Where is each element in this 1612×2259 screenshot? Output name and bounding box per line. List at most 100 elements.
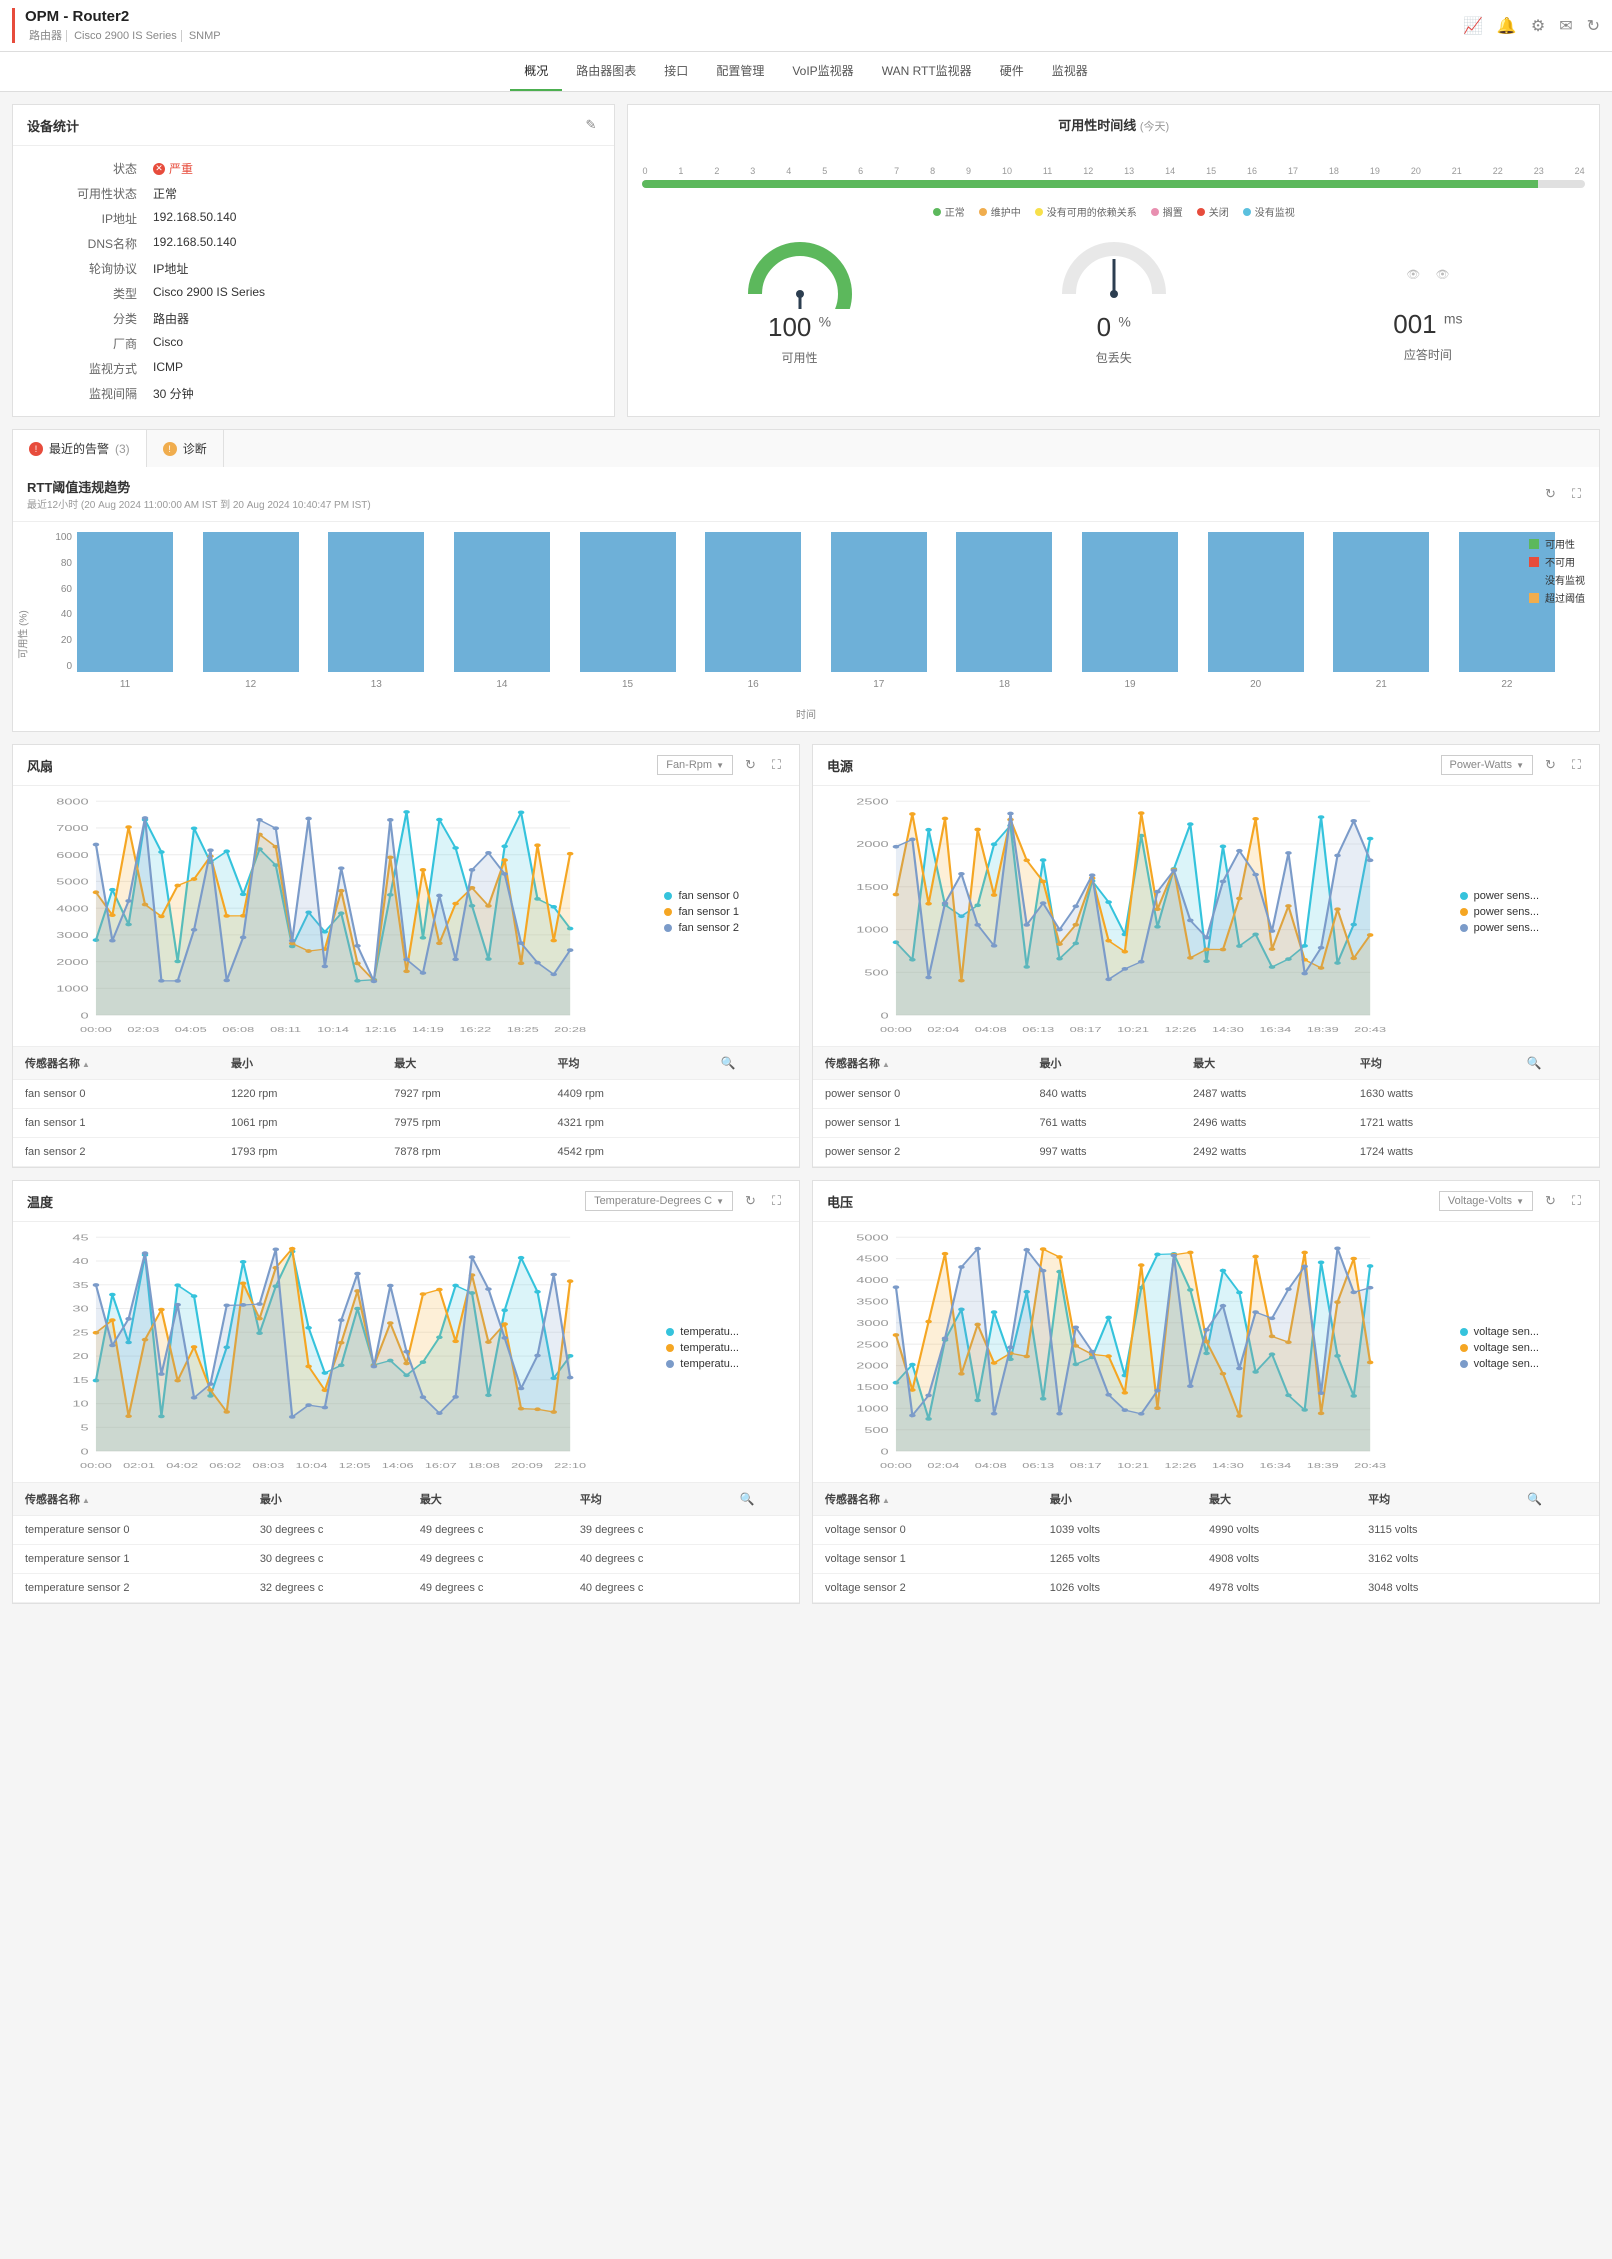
table-row: fan sensor 11061 rpm7975 rpm4321 rpm xyxy=(13,1109,799,1138)
alert-tab[interactable]: !诊断 xyxy=(147,430,224,467)
rtt-bar: 12 xyxy=(203,532,299,672)
tab-5[interactable]: WAN RTT监视器 xyxy=(868,52,986,91)
svg-text:40: 40 xyxy=(72,1256,89,1266)
svg-text:20: 20 xyxy=(72,1351,89,1361)
svg-text:02:03: 02:03 xyxy=(127,1026,159,1034)
svg-text:4000: 4000 xyxy=(56,904,89,914)
stat-label: IP地址 xyxy=(33,210,153,227)
table-header[interactable]: 传感器名称▲ xyxy=(13,1047,219,1080)
legend-item: 关闭 xyxy=(1197,204,1229,219)
svg-text:1000: 1000 xyxy=(856,925,889,935)
sensor-unit-dropdown[interactable]: Fan-Rpm ▼ xyxy=(657,755,733,775)
table-header[interactable]: 传感器名称▲ xyxy=(13,1483,248,1516)
alerts-rtt-section: !最近的告警 (3)!诊断 RTT阈值违规趋势 最近12小时 (20 Aug 2… xyxy=(12,429,1600,732)
sensor-unit-dropdown[interactable]: Temperature-Degrees C ▼ xyxy=(585,1191,733,1211)
device-subtitle: 路由器 Cisco 2900 IS Series SNMP xyxy=(25,27,225,43)
stat-row: 轮询协议IP地址 xyxy=(33,256,594,281)
tab-1[interactable]: 路由器图表 xyxy=(562,52,650,91)
table-search[interactable]: 🔍 xyxy=(709,1047,799,1080)
table-header[interactable]: 平均 xyxy=(546,1047,709,1080)
svg-text:15: 15 xyxy=(72,1375,89,1385)
stat-row: 分类路由器 xyxy=(33,306,594,331)
refresh-icon[interactable] xyxy=(741,755,760,775)
tab-3[interactable]: 配置管理 xyxy=(702,52,778,91)
svg-text:02:04: 02:04 xyxy=(927,1026,959,1034)
availability-legend: 正常维护中没有可用的依赖关系搁置关闭没有监视 xyxy=(642,204,1585,219)
table-header[interactable]: 最小 xyxy=(1027,1047,1181,1080)
rtt-bar: 13 xyxy=(328,532,424,672)
sensor-unit-dropdown[interactable]: Power-Watts ▼ xyxy=(1441,755,1533,775)
sensor-card: 电压Voltage-Volts ▼05001000150020002500300… xyxy=(812,1180,1600,1604)
tab-7[interactable]: 监视器 xyxy=(1038,52,1102,91)
table-header[interactable]: 最小 xyxy=(248,1483,408,1516)
svg-text:500: 500 xyxy=(864,1425,889,1435)
stat-row: 厂商Cisco xyxy=(33,331,594,356)
alert-tabs: !最近的告警 (3)!诊断 xyxy=(12,429,1600,467)
alert-tab-icon: ! xyxy=(29,442,43,456)
table-search[interactable]: 🔍 xyxy=(1515,1047,1599,1080)
stat-value: 192.168.50.140 xyxy=(153,235,236,252)
tab-4[interactable]: VoIP监视器 xyxy=(778,52,867,91)
table-header[interactable]: 最大 xyxy=(382,1047,545,1080)
sub-device-proto: SNMP xyxy=(185,30,225,42)
svg-text:10:21: 10:21 xyxy=(1117,1462,1149,1470)
table-header[interactable]: 平均 xyxy=(1356,1483,1515,1516)
alarm-icon[interactable]: 🔔 xyxy=(1497,16,1517,36)
tab-2[interactable]: 接口 xyxy=(650,52,702,91)
tab-0[interactable]: 概况 xyxy=(510,52,562,91)
svg-text:20:43: 20:43 xyxy=(1354,1462,1386,1470)
table-row: power sensor 1761 watts2496 watts1721 wa… xyxy=(813,1109,1599,1138)
tab-6[interactable]: 硬件 xyxy=(986,52,1038,91)
search-icon: 🔍 xyxy=(1527,1492,1542,1506)
stat-value: Cisco xyxy=(153,335,183,352)
settings-icon[interactable]: ⚙ xyxy=(1531,16,1545,36)
svg-text:500: 500 xyxy=(864,968,889,978)
svg-text:20:43: 20:43 xyxy=(1354,1026,1386,1034)
svg-text:18:39: 18:39 xyxy=(1307,1462,1339,1470)
table-header[interactable]: 最小 xyxy=(219,1047,382,1080)
expand-icon[interactable] xyxy=(768,755,785,775)
refresh-icon[interactable] xyxy=(1541,484,1560,504)
table-header[interactable]: 最大 xyxy=(1197,1483,1356,1516)
table-search[interactable]: 🔍 xyxy=(1515,1483,1599,1516)
sensor-unit-dropdown[interactable]: Voltage-Volts ▼ xyxy=(1439,1191,1533,1211)
expand-icon[interactable] xyxy=(1568,1191,1585,1211)
svg-text:1500: 1500 xyxy=(856,1382,889,1392)
table-header[interactable]: 传感器名称▲ xyxy=(813,1047,1027,1080)
edit-icon[interactable] xyxy=(582,115,601,135)
stat-label: 可用性状态 xyxy=(33,185,153,202)
svg-text:06:08: 06:08 xyxy=(222,1026,254,1034)
svg-text:12:05: 12:05 xyxy=(339,1462,371,1470)
chart-icon[interactable]: 📈 xyxy=(1463,16,1483,36)
table-header[interactable]: 传感器名称▲ xyxy=(813,1483,1038,1516)
refresh-icon[interactable] xyxy=(1541,755,1560,775)
stat-label: 厂商 xyxy=(33,335,153,352)
table-header[interactable]: 最小 xyxy=(1038,1483,1197,1516)
svg-text:5: 5 xyxy=(81,1423,90,1433)
stat-label: 轮询协议 xyxy=(33,260,153,277)
stat-value: 192.168.50.140 xyxy=(153,210,236,227)
table-header[interactable]: 最大 xyxy=(408,1483,568,1516)
legend-item: 没有可用的依赖关系 xyxy=(1035,204,1137,219)
refresh-icon[interactable] xyxy=(1541,1191,1560,1211)
expand-icon[interactable] xyxy=(768,1191,785,1211)
stat-label: 监视间隔 xyxy=(33,385,153,402)
expand-icon[interactable] xyxy=(1568,755,1585,775)
svg-text:16:07: 16:07 xyxy=(425,1462,457,1470)
table-header[interactable]: 平均 xyxy=(568,1483,728,1516)
refresh-header-icon[interactable]: ↻ xyxy=(1587,16,1600,36)
stat-value: 30 分钟 xyxy=(153,385,194,402)
expand-icon[interactable] xyxy=(1568,484,1585,504)
search-icon: 🔍 xyxy=(721,1056,736,1070)
sub-device-type: 路由器 xyxy=(25,30,67,42)
table-header[interactable]: 平均 xyxy=(1348,1047,1515,1080)
svg-text:30: 30 xyxy=(72,1304,89,1314)
alert-tab[interactable]: !最近的告警 (3) xyxy=(13,430,147,467)
mail-icon[interactable]: ✉ xyxy=(1559,16,1572,36)
refresh-icon[interactable] xyxy=(741,1191,760,1211)
table-header[interactable]: 最大 xyxy=(1181,1047,1348,1080)
svg-text:12:16: 12:16 xyxy=(364,1026,396,1034)
svg-text:08:11: 08:11 xyxy=(270,1026,301,1034)
table-search[interactable]: 🔍 xyxy=(728,1483,799,1516)
svg-text:16:22: 16:22 xyxy=(459,1026,491,1034)
